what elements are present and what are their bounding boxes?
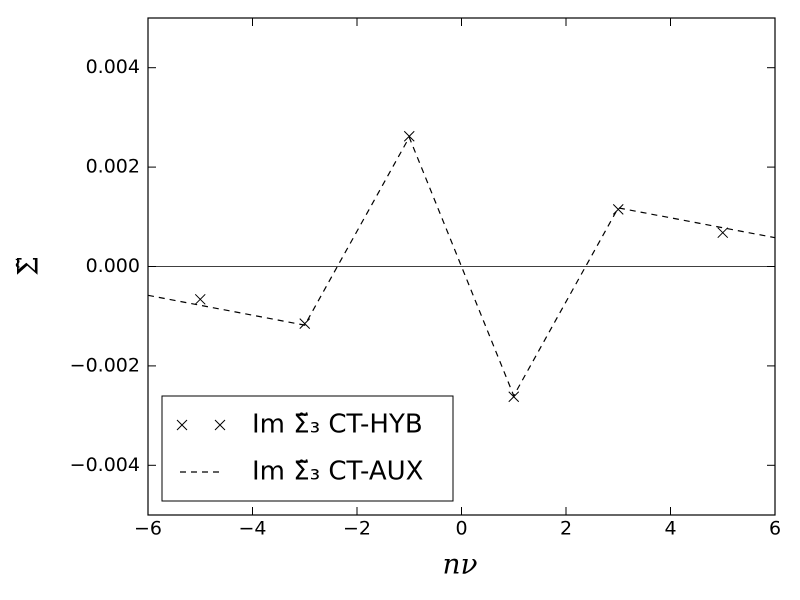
legend-marker xyxy=(176,419,188,431)
y-tick-label: −0.004 xyxy=(70,454,140,476)
legend-box xyxy=(161,395,454,502)
x-tick-label: 4 xyxy=(664,518,676,540)
legend-marker xyxy=(214,419,226,431)
data-line xyxy=(147,135,776,398)
legend-label: Im Σ̃₃ CT-HYB xyxy=(252,410,423,440)
legend-label: Im Σ̃₃ CT-AUX xyxy=(252,457,423,487)
x-tick-label: −6 xyxy=(134,518,162,540)
y-tick-label: 0.004 xyxy=(86,56,140,78)
x-tick-label: −2 xyxy=(343,518,371,540)
x-tick-label: 6 xyxy=(769,518,781,540)
data-point xyxy=(194,293,206,305)
x-tick-label: −4 xyxy=(238,518,266,540)
data-point xyxy=(717,227,729,239)
y-tick-label: 0.000 xyxy=(86,255,140,277)
y-tick-label: −0.002 xyxy=(70,354,140,376)
x-axis-label: nν xyxy=(442,548,477,581)
x-tick-label: 0 xyxy=(455,518,467,540)
x-tick-label: 2 xyxy=(560,518,572,540)
y-axis-label: Σ̃ xyxy=(12,256,45,276)
plot-frame xyxy=(147,17,776,516)
y-tick-label: 0.002 xyxy=(86,156,140,178)
